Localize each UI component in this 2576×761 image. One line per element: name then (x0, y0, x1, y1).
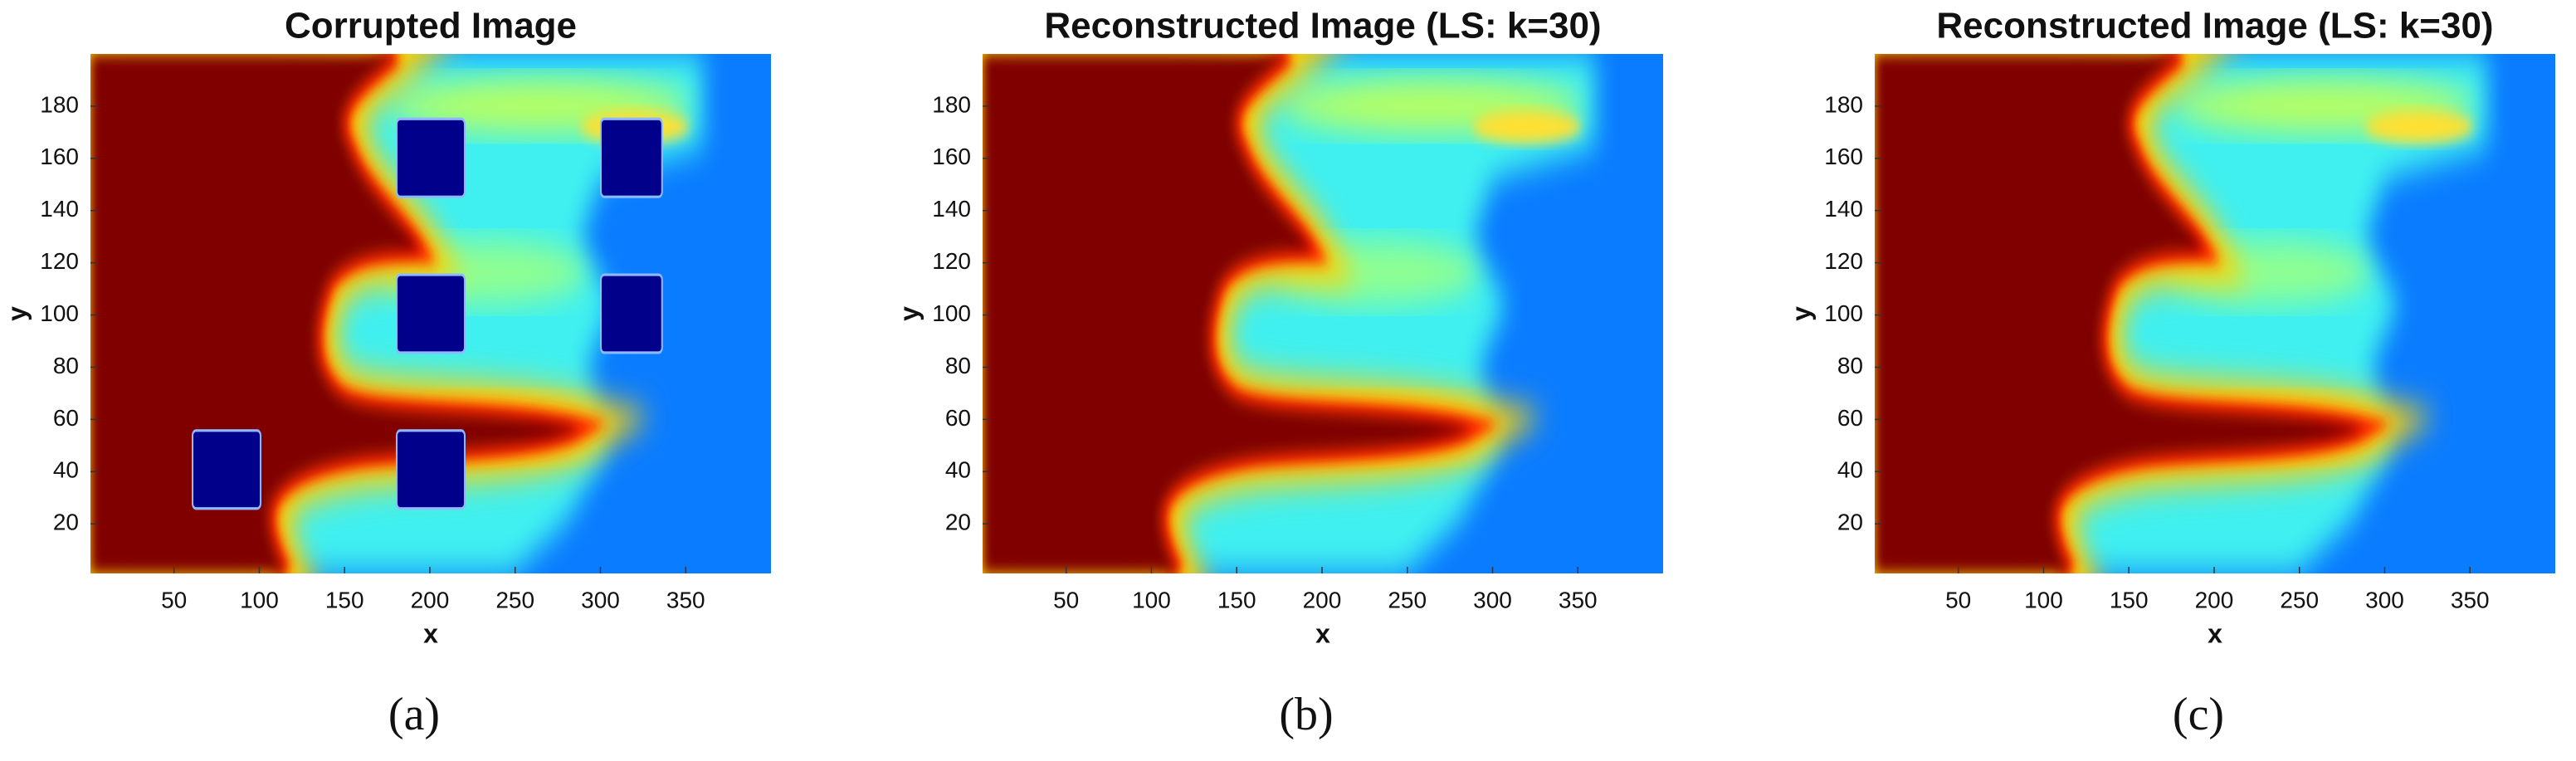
image-field (983, 54, 1663, 573)
x-tick-label: 300 (1473, 587, 1512, 612)
x-tick-label: 50 (161, 587, 187, 612)
x-tick-label: 150 (1217, 587, 1256, 612)
y-tick-label: 40 (1837, 457, 1863, 483)
y-tick-label: 60 (53, 405, 79, 431)
image (1875, 54, 2555, 573)
x-tick-label: 300 (2365, 587, 2404, 612)
chart-title: Reconstructed Image (LS: k=30) (1936, 6, 2493, 46)
y-tick-label: 100 (40, 300, 79, 326)
y-tick-label: 80 (53, 353, 79, 378)
x-tick-label: 50 (1945, 587, 1971, 612)
y-tick-label: 100 (932, 300, 971, 326)
y-tick-label: 140 (40, 196, 79, 222)
panel: Corrupted Image 50 100 150 200 250 300 350 20 40 6… (2, 6, 771, 740)
y-tick-label: 120 (1824, 248, 1863, 274)
panel: Reconstructed Image (LS: k=30) 50 100 150 20… (1786, 6, 2555, 740)
y-tick-label: 120 (932, 248, 971, 274)
y-tick-label: 40 (53, 457, 79, 483)
caption: (b) (1279, 689, 1333, 740)
y-tick-label: 60 (1837, 405, 1863, 431)
x-tick-label: 300 (581, 587, 620, 612)
x-tick-label: 50 (1053, 587, 1079, 612)
y-tick-label: 40 (945, 457, 971, 483)
image (983, 54, 1663, 573)
x-tick-label: 200 (411, 587, 450, 612)
y-tick-label: 180 (40, 91, 79, 117)
x-tick-label: 350 (1559, 587, 1598, 612)
caption: (a) (388, 689, 440, 740)
x-tick-label: 100 (2024, 587, 2063, 612)
x-tick-label: 200 (2195, 587, 2234, 612)
x-tick-label: 250 (495, 587, 534, 612)
x-tick-label: 100 (240, 587, 279, 612)
x-tick-label: 100 (1132, 587, 1171, 612)
caption: (c) (2173, 689, 2224, 740)
x-tick-label: 350 (2451, 587, 2490, 612)
image-field (1875, 54, 2555, 573)
x-tick-label: 250 (1388, 587, 1427, 612)
chart-title: Reconstructed Image (LS: k=30) (1044, 6, 1601, 46)
y-tick-label: 100 (1824, 300, 1863, 326)
y-tick-label: 160 (1824, 144, 1863, 169)
x-tick-label: 250 (2280, 587, 2319, 612)
y-tick-label: 80 (945, 353, 971, 378)
panel: Reconstructed Image (LS: k=30) 50 100 150 20… (894, 6, 1663, 740)
y-tick-label: 60 (945, 405, 971, 431)
image (90, 54, 771, 573)
y-tick-label: 180 (1824, 91, 1863, 117)
x-axis-label: x (1315, 618, 1330, 648)
y-axis-label: y (894, 306, 924, 321)
x-tick-label: 350 (666, 587, 705, 612)
y-tick-label: 80 (1837, 353, 1863, 378)
x-tick-label: 150 (325, 587, 364, 612)
x-axis-label: x (423, 618, 438, 648)
y-tick-label: 180 (932, 91, 971, 117)
y-axis-label: y (2, 306, 32, 321)
y-tick-label: 140 (932, 196, 971, 222)
y-tick-label: 140 (1824, 196, 1863, 222)
y-axis-label: y (1786, 306, 1816, 321)
y-tick-label: 20 (53, 510, 79, 535)
chart-title: Corrupted Image (285, 6, 577, 46)
x-tick-label: 200 (1303, 587, 1342, 612)
x-axis-label: x (2208, 618, 2222, 648)
x-tick-label: 150 (2110, 587, 2149, 612)
y-tick-label: 120 (40, 248, 79, 274)
y-tick-label: 20 (1837, 510, 1863, 535)
y-tick-label: 160 (932, 144, 971, 169)
y-tick-label: 160 (40, 144, 79, 169)
y-tick-label: 20 (945, 510, 971, 535)
